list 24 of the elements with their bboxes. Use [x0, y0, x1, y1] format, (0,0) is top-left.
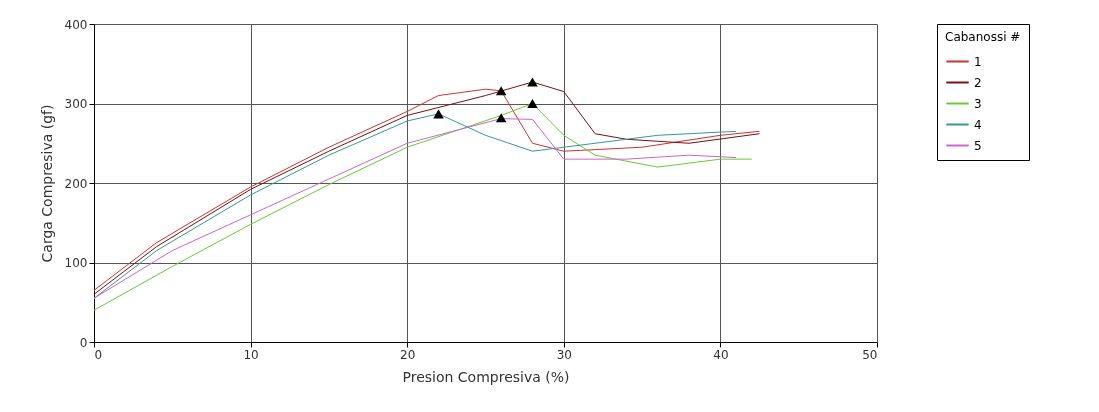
x-tick-label: 40	[713, 347, 729, 362]
point	[527, 98, 538, 109]
x-axis-title: Presion Compresiva (%)	[402, 368, 570, 385]
point	[495, 86, 507, 96]
x-tick-label: 0	[94, 347, 103, 362]
point	[527, 77, 538, 87]
legend-label: 1	[974, 54, 982, 69]
y-tick-label: 100	[64, 256, 88, 270]
x-tick-label: 20	[400, 347, 416, 362]
legend-label: 2	[974, 75, 982, 90]
point	[433, 109, 444, 119]
x-tick-label: 50	[862, 347, 878, 362]
legend-label: 3	[974, 96, 982, 111]
y-tick-label: 0	[79, 335, 88, 350]
y-tick-label: 200	[64, 176, 88, 191]
x-tick-label: 30	[556, 347, 572, 362]
x-tick-label: 10	[243, 347, 259, 362]
legend-title: Cabanossi #	[945, 30, 1021, 44]
y-tick-label: 400	[64, 17, 88, 32]
y-tick-label: 300	[64, 97, 88, 111]
point	[495, 113, 507, 123]
y-axis-title: Carga Compresiva (gf)	[38, 104, 55, 263]
legend-label: 5	[974, 138, 982, 153]
legend-label: 4	[974, 117, 982, 132]
